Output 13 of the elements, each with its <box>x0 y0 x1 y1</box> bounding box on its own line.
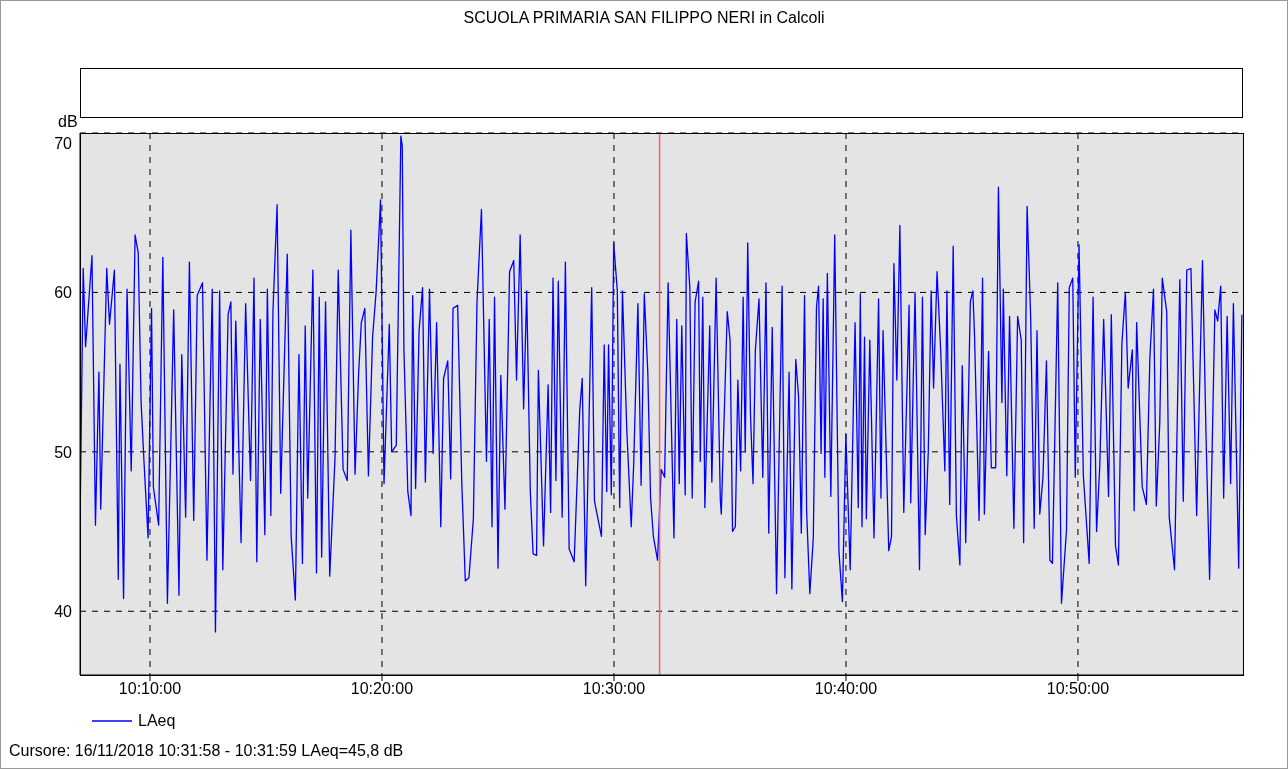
x-tick-label: 10:20:00 <box>350 680 414 698</box>
y-tick-label: 60 <box>54 284 73 302</box>
chart-title: SCUOLA PRIMARIA SAN FILIPPO NERI in Calcoli <box>462 9 826 27</box>
y-tick-label: 50 <box>54 443 73 461</box>
y-tick-label: 70 <box>54 135 73 152</box>
y-tick-label: 40 <box>54 603 73 621</box>
legend-label: LAeq <box>138 712 176 730</box>
x-tick-label: 10:30:00 <box>582 680 646 698</box>
x-tick-label: 10:10:00 <box>118 680 182 698</box>
text: Cursore: 16/11/2018 10:31:58 - 10:31:59 LAeq=45,8 dB <box>9 742 404 760</box>
x-tick-label: 10:40:00 <box>814 680 878 698</box>
y-axis-title: dB <box>58 113 78 131</box>
x-tick-label: 10:50:00 <box>1046 680 1110 698</box>
